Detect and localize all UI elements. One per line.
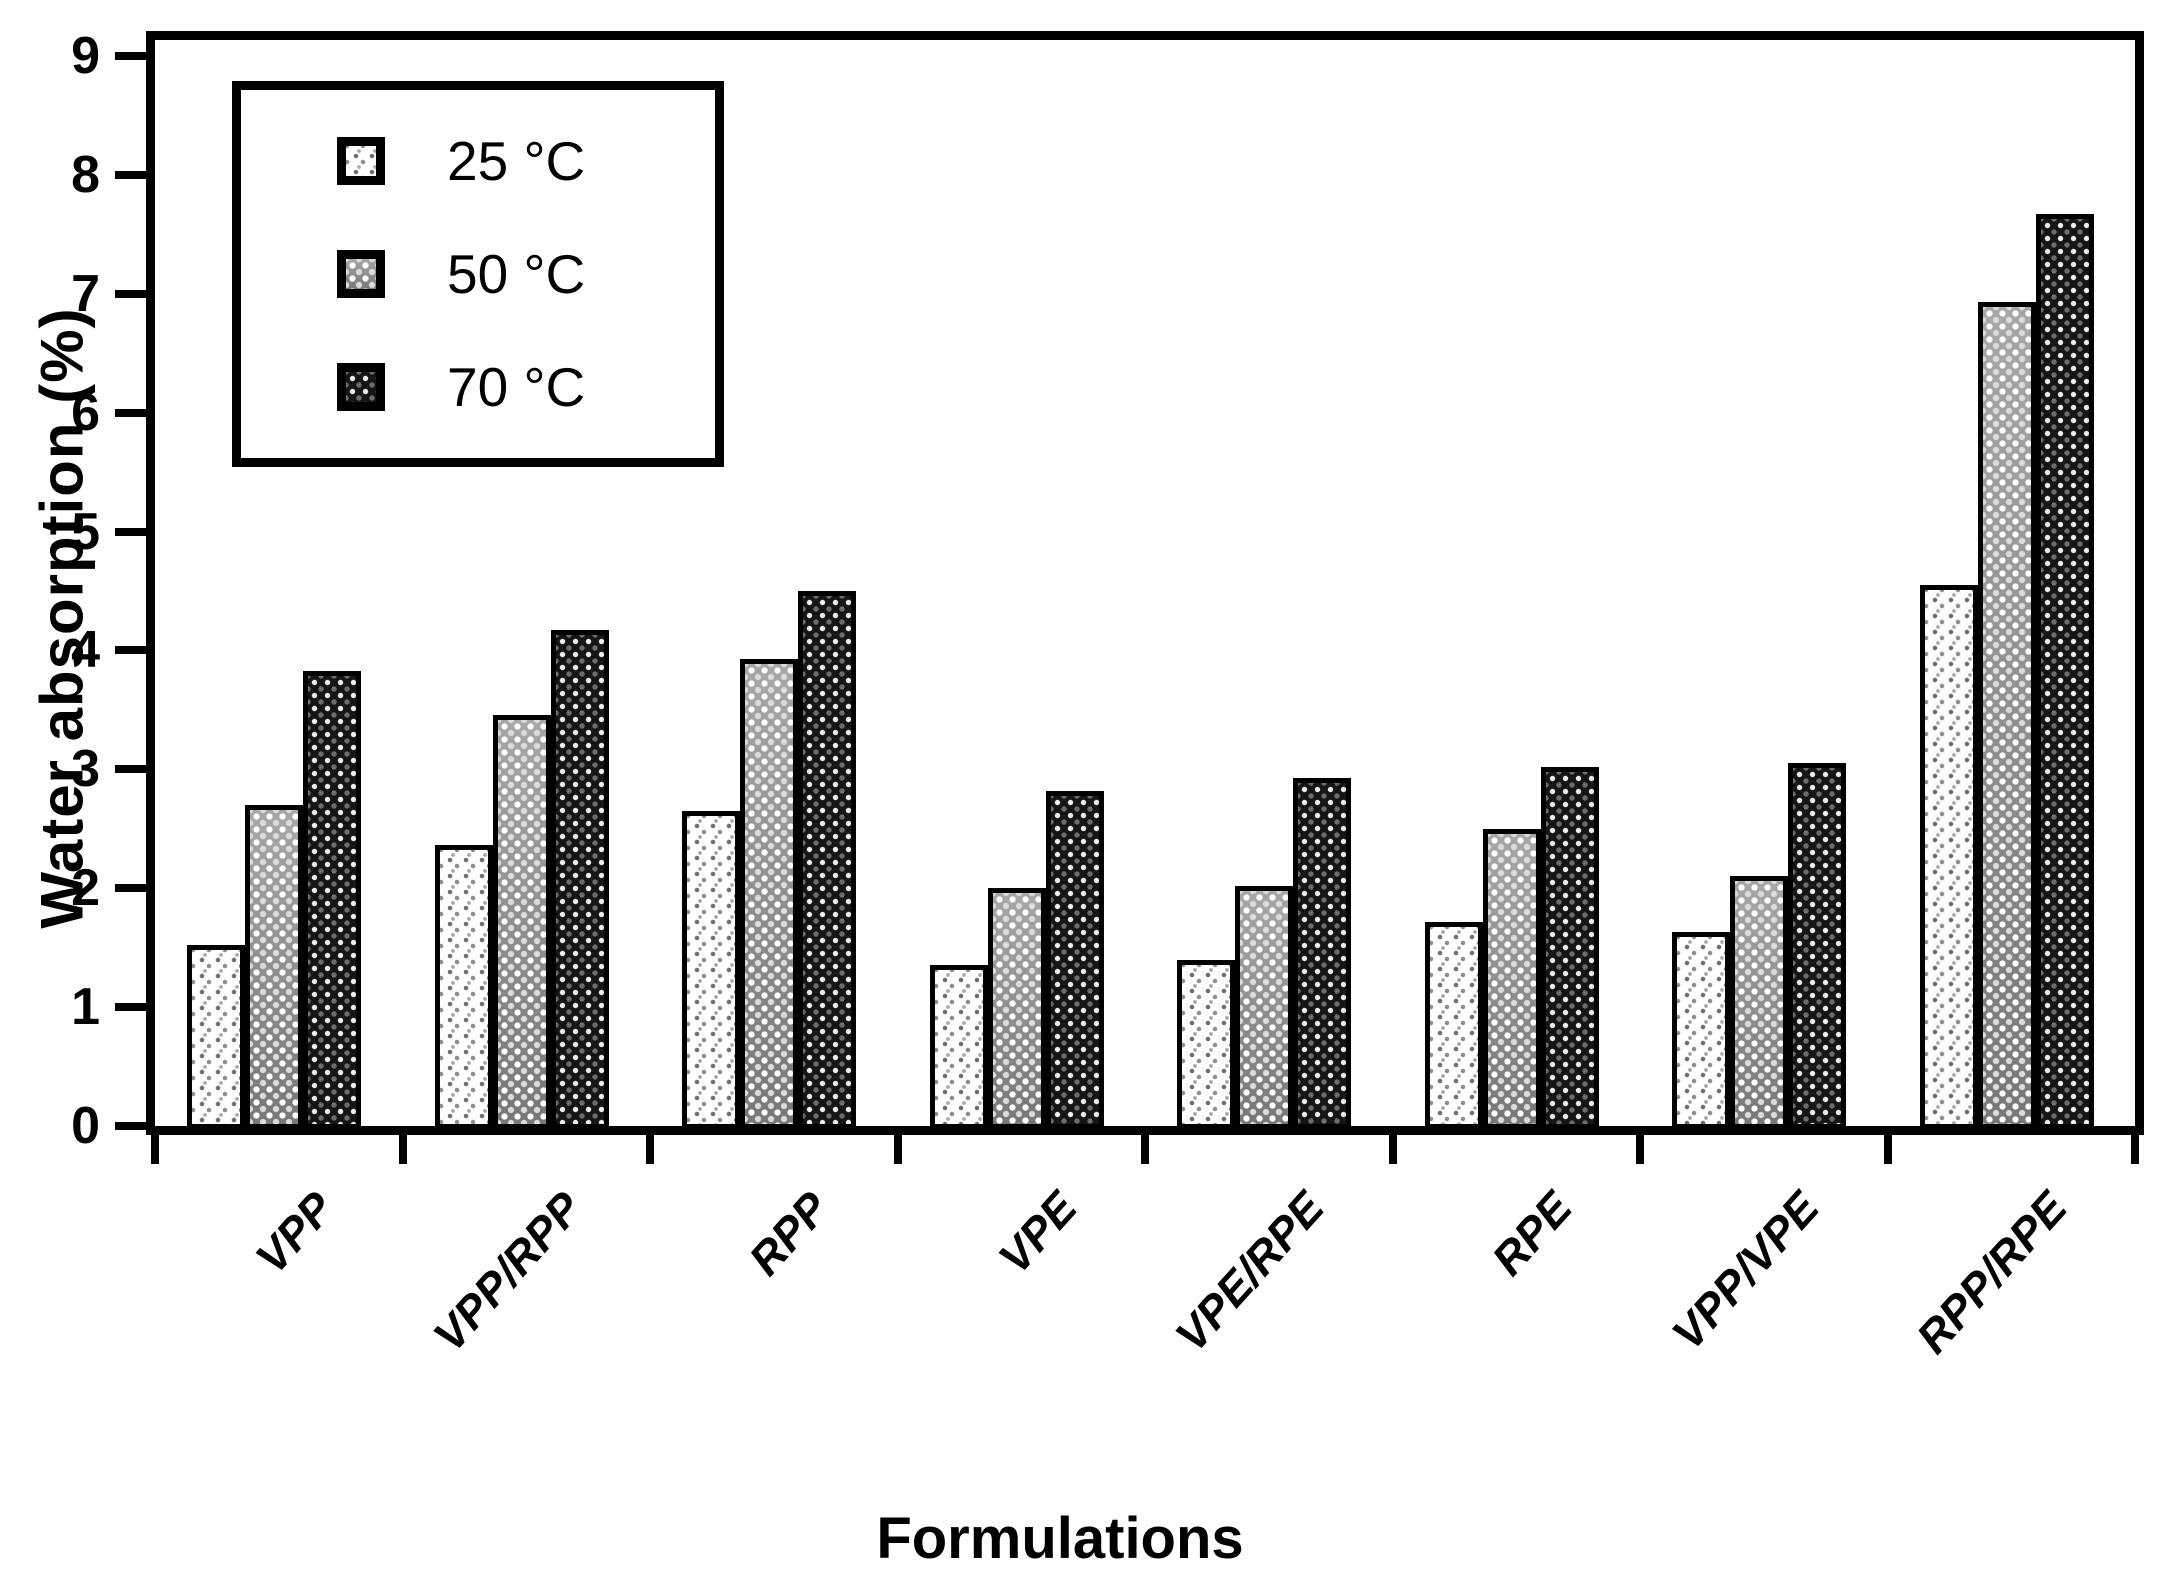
y-axis-tick-label: 2 (71, 859, 100, 918)
y-axis-tick-label: 4 (71, 621, 100, 680)
x-axis-category-label: RPP (739, 1181, 840, 1285)
x-axis-category-label: RPE (1481, 1181, 1582, 1285)
bar-rpp-25C (682, 811, 740, 1126)
plot-area (146, 31, 2144, 1135)
legend: 25 °C 50 °C 70 °C (232, 81, 724, 467)
bar-vpe-25C (929, 965, 988, 1126)
x-axis-tick (398, 1126, 407, 1164)
bar-vpe-50C (987, 888, 1046, 1126)
x-axis-category-label: VPE/RPE (1165, 1181, 1335, 1362)
x-axis-tick (646, 1126, 654, 1164)
bar-vpp-rpp-50C (492, 715, 551, 1126)
bar-vpe-rpe-25C (1177, 960, 1235, 1126)
bar-vpp-25C (187, 945, 245, 1126)
bar-vpe-rpe-50C (1235, 886, 1293, 1126)
y-axis-tick-label: 0 (71, 1097, 100, 1155)
bar-vpp-70C (303, 671, 361, 1126)
x-axis-tick (1141, 1126, 1149, 1164)
x-axis-tick (1636, 1126, 1644, 1164)
x-axis-category-label: VPP/VPE (1662, 1181, 1830, 1360)
legend-row: 70 °C (337, 355, 705, 419)
y-axis-tick (115, 170, 155, 179)
y-axis-tick-label: 9 (71, 27, 100, 85)
legend-row: 50 °C (337, 242, 705, 306)
y-axis-tick-label: 7 (71, 264, 100, 323)
bar-vpe-70C (1045, 791, 1104, 1126)
bar-rpp-70C (798, 591, 856, 1126)
y-axis-tick (115, 527, 155, 536)
bar-vpp-50C (245, 805, 303, 1126)
x-axis-tick (1388, 1126, 1397, 1164)
pattern-swatch-icon (337, 363, 385, 412)
pattern-swatch-icon (337, 249, 385, 298)
legend-label: 25 °C (447, 129, 586, 192)
bar-rpp-50C (740, 659, 798, 1126)
y-axis-tick-label: 8 (71, 145, 100, 204)
y-axis-tick (115, 1122, 155, 1130)
x-axis-category-label: RPP/RPE (1906, 1181, 2077, 1363)
x-axis-category-label: VPP/RPP (423, 1181, 592, 1362)
y-axis-tick-label: 6 (71, 383, 100, 442)
x-axis-category-label: VPE (988, 1181, 1087, 1284)
bar-vpp-vpe-70C (1788, 763, 1846, 1126)
x-axis-title: Formulations (876, 1506, 1244, 1571)
pattern-swatch-icon (337, 136, 385, 185)
x-axis-tick (2131, 1126, 2139, 1164)
bar-vpp-vpe-50C (1730, 876, 1788, 1126)
bar-rpp-rpe-70C (2035, 214, 2094, 1126)
y-axis-tick (115, 765, 155, 774)
legend-row: 25 °C (337, 129, 705, 193)
legend-label: 50 °C (447, 242, 586, 305)
bar-vpp-vpe-25C (1672, 932, 1730, 1126)
bar-vpp-rpp-70C (550, 630, 609, 1126)
y-axis-tick-label: 5 (71, 502, 100, 561)
y-axis-tick (115, 52, 155, 60)
y-axis-tick (115, 884, 155, 893)
y-axis-tick-label: 1 (71, 978, 100, 1037)
x-axis-category-label: VPP (245, 1181, 345, 1284)
y-axis-tick (115, 646, 155, 655)
x-axis-tick (151, 1126, 159, 1164)
bar-rpe-70C (1540, 767, 1599, 1126)
y-axis-tick (115, 1003, 155, 1012)
bar-vpp-rpp-25C (434, 845, 493, 1126)
legend-label: 70 °C (447, 356, 586, 419)
x-axis-tick (1883, 1126, 1892, 1164)
x-axis-tick (893, 1126, 902, 1164)
bar-rpe-25C (1424, 922, 1483, 1126)
bar-rpe-50C (1482, 829, 1541, 1126)
y-axis-tick-label: 3 (71, 740, 100, 799)
bar-vpe-rpe-70C (1293, 778, 1351, 1126)
bar-rpp-rpe-25C (1919, 585, 1978, 1126)
y-axis-tick (115, 408, 155, 417)
y-axis-tick (115, 289, 155, 298)
bar-rpp-rpe-50C (1977, 302, 2036, 1126)
